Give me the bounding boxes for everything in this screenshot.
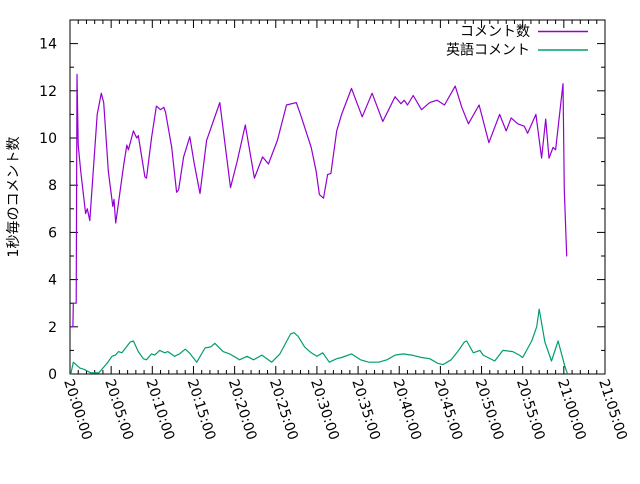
y-tick-label: 2 — [48, 320, 57, 336]
x-tick-label: 20:05:00 — [101, 377, 136, 442]
y-tick-label: 4 — [48, 273, 57, 289]
legend: コメント数 英語コメント — [446, 24, 588, 59]
x-tick-label: 21:05:00 — [595, 377, 630, 442]
series-line-1 — [70, 308, 568, 375]
y-tick-label: 8 — [48, 178, 57, 194]
legend-label-english-comments: 英語コメント — [446, 42, 530, 59]
x-tick-label: 20:40:00 — [389, 377, 424, 442]
x-tick-label: 20:45:00 — [431, 377, 466, 442]
plot-border — [69, 19, 606, 375]
series-line-0 — [70, 73, 568, 328]
legend-label-comment-count: コメント数 — [460, 24, 530, 40]
x-tick-label: 20:15:00 — [184, 377, 219, 442]
x-tick-label: 20:35:00 — [348, 377, 383, 442]
y-tick-label: 12 — [39, 84, 57, 100]
x-tick-label: 20:25:00 — [266, 377, 301, 442]
x-tick-label: 20:00:00 — [60, 377, 95, 442]
y-tick-label: 6 — [48, 225, 57, 241]
x-tick-label: 20:20:00 — [225, 377, 260, 442]
y-tick-label: 0 — [48, 367, 57, 383]
y-tick-label: 10 — [39, 131, 57, 147]
x-tick-label: 20:10:00 — [143, 377, 178, 442]
x-tick-label: 20:50:00 — [472, 377, 507, 442]
x-tick-label: 20:30:00 — [307, 377, 342, 442]
x-tick-label: 21:00:00 — [554, 377, 589, 442]
y-tick-label: 14 — [39, 37, 57, 53]
plot-area: 20:00:00 20:05:00 20:10:00 20:15:00 20:20:00… — [39, 19, 630, 442]
x-tick-label: 20:55:00 — [513, 377, 548, 442]
y-axis-title: 1秒毎のコメント数 — [6, 137, 22, 258]
